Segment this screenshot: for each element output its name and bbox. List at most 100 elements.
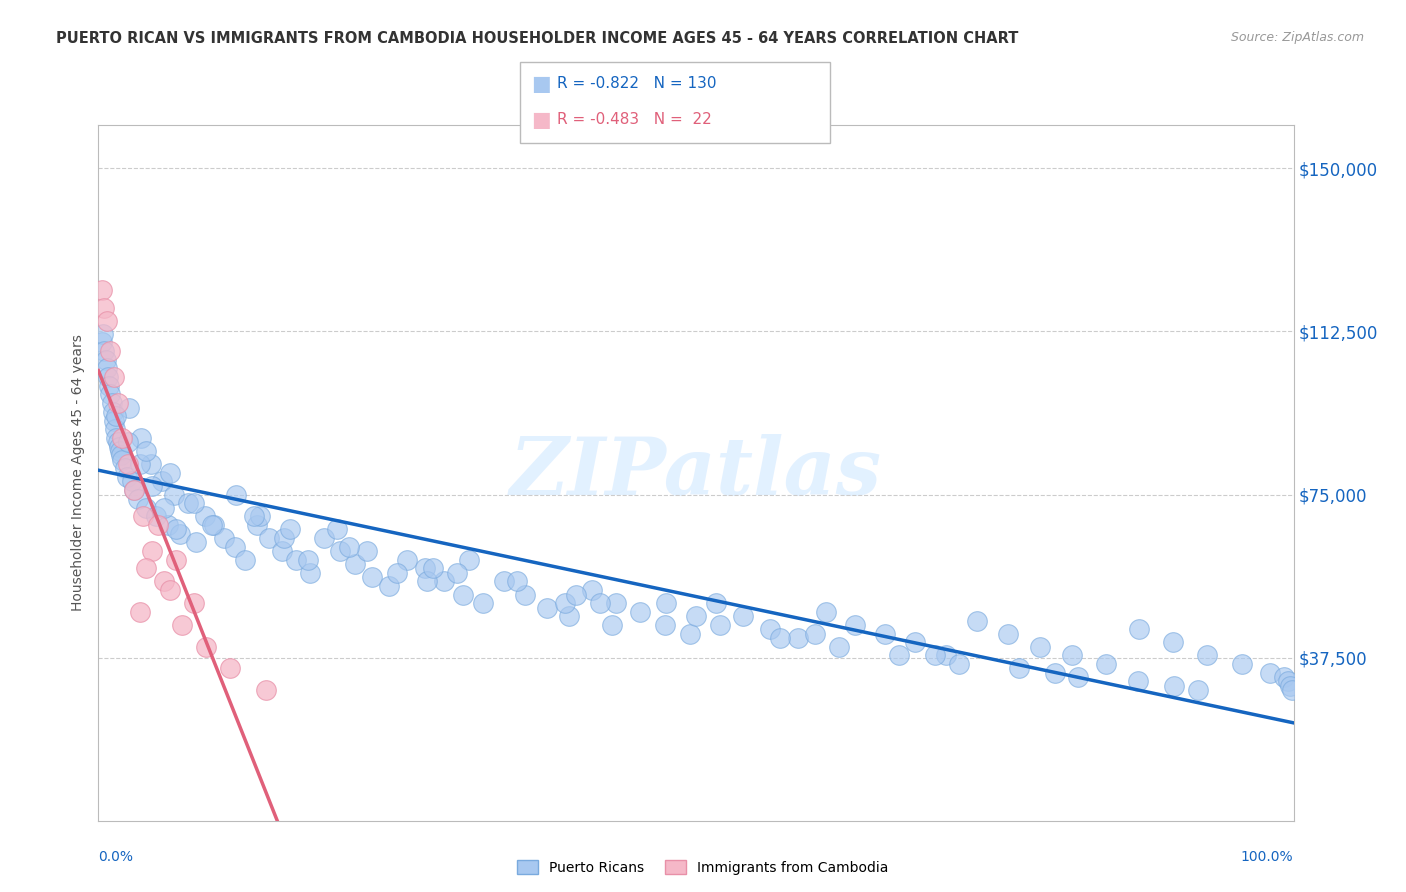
Point bbox=[655, 596, 678, 610]
Point bbox=[422, 561, 444, 575]
Y-axis label: Householder Income Ages 45 - 64 years: Householder Income Ages 45 - 64 years bbox=[72, 334, 86, 611]
Point bbox=[344, 557, 367, 571]
Point bbox=[202, 517, 225, 532]
Point bbox=[105, 409, 128, 424]
Point bbox=[127, 491, 149, 506]
Point bbox=[163, 487, 186, 501]
Point bbox=[129, 605, 152, 619]
Point bbox=[966, 614, 988, 628]
Point bbox=[704, 596, 727, 610]
Point bbox=[259, 531, 281, 545]
Point bbox=[101, 405, 124, 419]
Point bbox=[96, 313, 118, 327]
Point bbox=[91, 335, 114, 350]
Point bbox=[284, 552, 307, 567]
Point bbox=[361, 570, 384, 584]
Point bbox=[1128, 623, 1150, 637]
Point bbox=[135, 561, 157, 575]
Point bbox=[135, 500, 157, 515]
Point bbox=[589, 596, 612, 610]
Point bbox=[159, 583, 181, 598]
Point bbox=[433, 574, 456, 589]
Point bbox=[536, 600, 558, 615]
Text: R = -0.822   N = 130: R = -0.822 N = 130 bbox=[557, 77, 716, 91]
Text: R = -0.483   N =  22: R = -0.483 N = 22 bbox=[557, 112, 711, 127]
Point bbox=[183, 596, 205, 610]
Point bbox=[1197, 648, 1219, 663]
Point bbox=[98, 378, 121, 392]
Point bbox=[1007, 661, 1029, 675]
Point bbox=[654, 618, 676, 632]
Point bbox=[271, 544, 294, 558]
Point bbox=[273, 531, 295, 545]
Point bbox=[98, 387, 122, 401]
Point bbox=[815, 605, 838, 619]
Point bbox=[96, 361, 118, 376]
Point bbox=[1230, 657, 1253, 671]
Point bbox=[1163, 679, 1185, 693]
Point bbox=[628, 605, 651, 619]
Point bbox=[298, 566, 321, 580]
Point bbox=[558, 609, 581, 624]
Point bbox=[924, 648, 946, 663]
Point bbox=[117, 457, 139, 471]
Point bbox=[93, 344, 115, 359]
Point bbox=[786, 631, 808, 645]
Point bbox=[219, 661, 242, 675]
Point bbox=[121, 475, 143, 489]
Point bbox=[679, 626, 702, 640]
Point bbox=[145, 509, 167, 524]
Point bbox=[1128, 674, 1150, 689]
Point bbox=[1043, 665, 1066, 680]
Point bbox=[1281, 683, 1303, 698]
Text: ZIPatlas: ZIPatlas bbox=[510, 434, 882, 511]
Point bbox=[685, 609, 707, 624]
Point bbox=[935, 648, 957, 663]
Point bbox=[1067, 670, 1090, 684]
Point bbox=[356, 544, 378, 558]
Point bbox=[124, 483, 146, 498]
Point bbox=[339, 540, 360, 554]
Point bbox=[378, 579, 401, 593]
Point bbox=[100, 396, 122, 410]
Point bbox=[235, 552, 257, 567]
Point bbox=[97, 370, 120, 384]
Point bbox=[212, 531, 235, 545]
Point bbox=[605, 596, 627, 610]
Point bbox=[513, 588, 536, 602]
Point bbox=[844, 618, 866, 632]
Point bbox=[98, 344, 122, 359]
Point bbox=[172, 618, 194, 632]
Point bbox=[107, 440, 129, 454]
Point bbox=[1258, 665, 1281, 680]
Point bbox=[183, 496, 205, 510]
Point bbox=[115, 470, 138, 484]
Point bbox=[165, 552, 187, 567]
Point bbox=[186, 535, 208, 549]
Point bbox=[278, 522, 301, 536]
Point bbox=[150, 475, 173, 489]
Point bbox=[131, 509, 153, 524]
Point bbox=[1062, 648, 1084, 663]
Point bbox=[107, 396, 129, 410]
Point bbox=[94, 352, 117, 367]
Text: 100.0%: 100.0% bbox=[1241, 850, 1294, 863]
Point bbox=[416, 574, 439, 589]
Point bbox=[948, 657, 970, 671]
Point bbox=[1187, 683, 1209, 698]
Point bbox=[254, 683, 277, 698]
Text: 0.0%: 0.0% bbox=[98, 850, 134, 863]
Point bbox=[141, 544, 163, 558]
Point bbox=[768, 631, 790, 645]
Point bbox=[131, 431, 153, 445]
Point bbox=[117, 435, 139, 450]
Point bbox=[110, 448, 132, 462]
Point bbox=[451, 588, 474, 602]
Text: PUERTO RICAN VS IMMIGRANTS FROM CAMBODIA HOUSEHOLDER INCOME AGES 45 - 64 YEARS C: PUERTO RICAN VS IMMIGRANTS FROM CAMBODIA… bbox=[56, 31, 1018, 46]
Point bbox=[1161, 635, 1184, 649]
Point bbox=[554, 596, 576, 610]
Point bbox=[759, 623, 782, 637]
Point bbox=[709, 618, 731, 632]
Point bbox=[804, 626, 827, 640]
Point bbox=[118, 401, 141, 415]
